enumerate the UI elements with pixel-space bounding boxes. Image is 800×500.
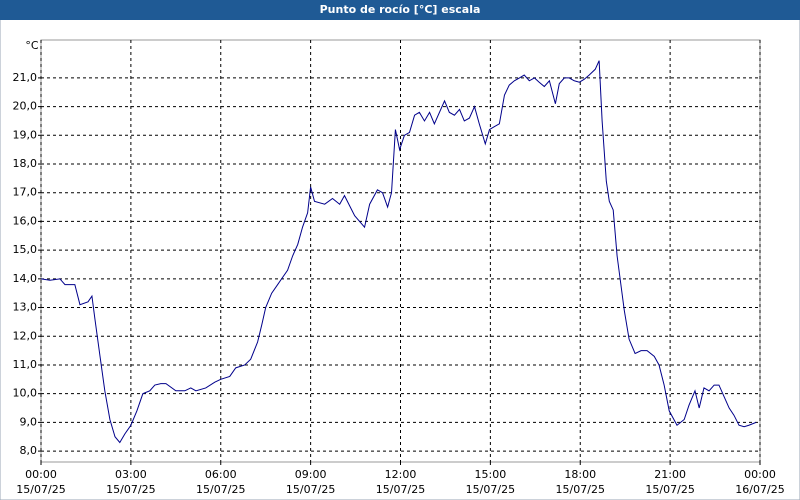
y-tick-label: 13,0 xyxy=(13,301,38,314)
y-tick-label: 19,0 xyxy=(13,128,38,141)
title-bar xyxy=(0,0,800,20)
x-tick-date: 16/07/25 xyxy=(735,483,784,496)
x-tick-label: 03:00 xyxy=(115,468,147,481)
x-tick-label: 21:00 xyxy=(654,468,686,481)
x-tick-date: 15/07/25 xyxy=(556,483,605,496)
y-tick-label: 9,0 xyxy=(20,415,38,428)
y-tick-label: 15,0 xyxy=(13,243,38,256)
y-tick-label: 16,0 xyxy=(13,214,38,227)
x-tick-label: 18:00 xyxy=(564,468,596,481)
y-unit-label: °C xyxy=(25,39,39,52)
x-tick-label: 06:00 xyxy=(205,468,237,481)
x-tick-label: 00:00 xyxy=(744,468,776,481)
y-tick-label: 12,0 xyxy=(13,329,38,342)
y-tick-label: 14,0 xyxy=(13,272,38,285)
y-tick-label: 21,0 xyxy=(13,71,38,84)
x-tick-label: 12:00 xyxy=(385,468,417,481)
y-tick-label: 10,0 xyxy=(13,387,38,400)
x-tick-date: 15/07/25 xyxy=(645,483,694,496)
y-tick-label: 18,0 xyxy=(13,157,38,170)
x-tick-label: 15:00 xyxy=(475,468,507,481)
x-tick-date: 15/07/25 xyxy=(106,483,155,496)
x-tick-date: 15/07/25 xyxy=(466,483,515,496)
x-tick-label: 00:00 xyxy=(25,468,57,481)
y-tick-label: 20,0 xyxy=(13,100,38,113)
chart-title: Punto de rocío [°C] escala xyxy=(320,3,481,16)
x-tick-date: 15/07/25 xyxy=(286,483,335,496)
y-tick-label: 8,0 xyxy=(20,444,38,457)
x-tick-date: 15/07/25 xyxy=(376,483,425,496)
x-tick-date: 15/07/25 xyxy=(16,483,65,496)
y-tick-label: 11,0 xyxy=(13,358,38,371)
x-tick-label: 09:00 xyxy=(295,468,327,481)
y-tick-label: 17,0 xyxy=(13,186,38,199)
data-line xyxy=(40,60,757,444)
x-tick-date: 15/07/25 xyxy=(196,483,245,496)
